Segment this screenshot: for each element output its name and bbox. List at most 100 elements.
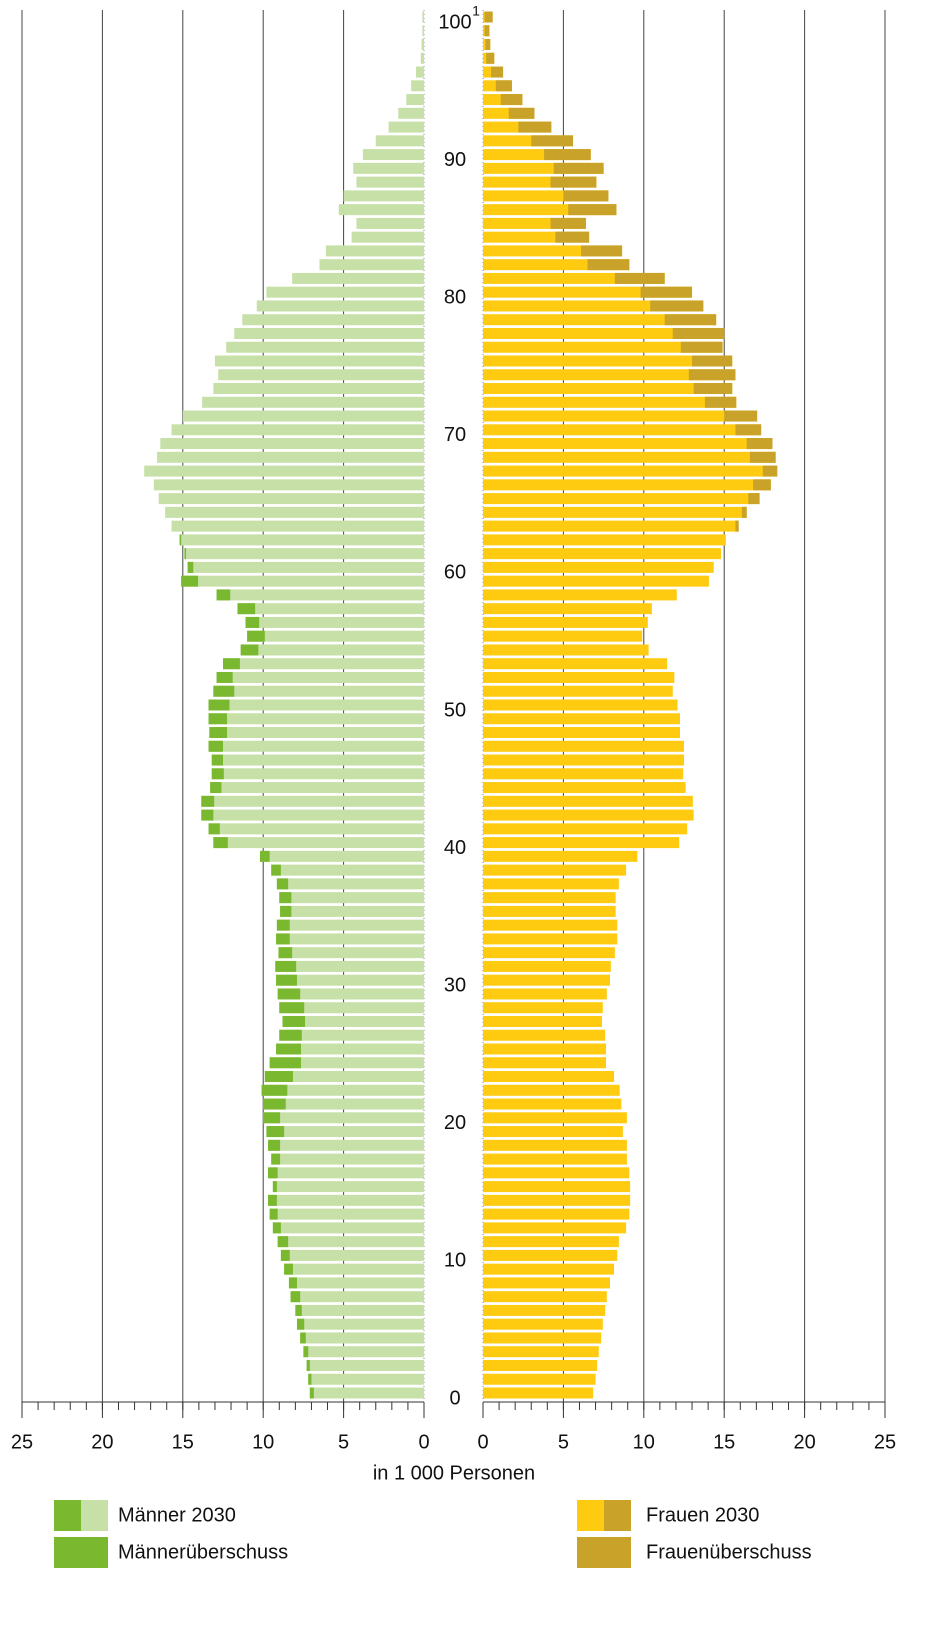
male-bar (280, 1249, 424, 1261)
female-bar (483, 135, 574, 147)
male-surplus (308, 1373, 312, 1385)
female-bar (483, 217, 586, 229)
male-bar (171, 520, 424, 532)
age-label: 60 (444, 562, 466, 584)
female-bar (483, 1249, 618, 1261)
female-surplus (484, 11, 493, 23)
male-bar (351, 231, 424, 243)
male-surplus (279, 1029, 302, 1041)
female-surplus (762, 465, 778, 477)
female-surplus (672, 327, 725, 339)
male-bar (216, 671, 424, 683)
male-bar (279, 892, 424, 904)
male-surplus (306, 1359, 310, 1371)
male-bar (266, 1126, 424, 1138)
female-surplus (741, 506, 747, 518)
male-surplus (269, 1057, 301, 1069)
legend-swatch (577, 1500, 604, 1531)
male-bar (213, 837, 424, 849)
female-bar (483, 300, 704, 312)
female-surplus (746, 438, 773, 450)
female-surplus (724, 410, 758, 422)
female-bar (483, 286, 693, 298)
female-surplus (680, 341, 723, 353)
male-surplus (263, 1112, 281, 1124)
female-bar (483, 438, 773, 450)
male-bar (234, 327, 424, 339)
female-bar (483, 1194, 631, 1206)
x-tick-label: 5 (558, 1431, 569, 1453)
male-bar (208, 713, 424, 725)
female-bar (483, 1263, 615, 1275)
male-bar (406, 94, 424, 106)
male-surplus (211, 768, 224, 780)
male-surplus (278, 947, 293, 959)
male-surplus (237, 603, 256, 615)
female-bar (483, 671, 675, 683)
female-bar (483, 864, 627, 876)
male-surplus (209, 727, 228, 739)
male-bar (201, 795, 424, 807)
age-label: 70 (444, 424, 466, 446)
male-surplus (264, 1071, 293, 1083)
x-tick-label: 10 (252, 1431, 274, 1453)
male-surplus (201, 795, 215, 807)
male-bar (211, 754, 424, 766)
female-bar (483, 1098, 622, 1110)
male-bar (276, 1043, 424, 1055)
legend-swatch (577, 1537, 631, 1568)
male-bar (157, 451, 424, 463)
male-bar (245, 616, 424, 628)
female-bar (483, 699, 678, 711)
female-bar (483, 988, 607, 1000)
female-surplus (704, 396, 737, 408)
male-bar (296, 1318, 424, 1330)
male-surplus (272, 1181, 277, 1193)
female-bar (483, 630, 643, 642)
female-bar (483, 754, 684, 766)
female-bar (483, 1359, 598, 1371)
male-bar (277, 988, 424, 1000)
female-surplus (563, 190, 609, 202)
male-surplus (208, 713, 228, 725)
female-bar (483, 1002, 603, 1014)
male-bar (300, 1332, 424, 1344)
female-surplus (640, 286, 693, 298)
male-bar (276, 878, 424, 890)
male-surplus (300, 1332, 306, 1344)
female-bar (483, 1071, 615, 1083)
female-bar (483, 1029, 606, 1041)
male-surplus (211, 754, 223, 766)
x-tick-label: 25 (874, 1431, 896, 1453)
female-surplus (555, 231, 590, 243)
male-surplus (213, 837, 228, 849)
male-surplus (277, 1236, 289, 1248)
female-bar (483, 410, 758, 422)
female-bar (483, 162, 604, 174)
male-bar (182, 410, 424, 422)
female-surplus (550, 217, 586, 229)
male-bar (214, 355, 424, 367)
male-surplus (303, 1346, 309, 1358)
female-surplus (735, 520, 739, 532)
female-surplus (508, 107, 535, 119)
male-surplus (288, 1277, 297, 1289)
female-bar (483, 1318, 603, 1330)
female-bar (483, 1015, 602, 1027)
male-bar (353, 162, 424, 174)
male-surplus (276, 933, 290, 945)
male-bar (356, 217, 424, 229)
male-surplus (276, 1043, 301, 1055)
male-bar (288, 1277, 424, 1289)
male-bar (263, 1098, 424, 1110)
male-bar (271, 1153, 424, 1165)
female-bar (483, 1043, 607, 1055)
female-bar (483, 176, 597, 188)
female-surplus (650, 300, 704, 312)
legend-label: Männer 2030 (118, 1504, 236, 1526)
legend-label: Frauen 2030 (646, 1504, 759, 1526)
male-bar (187, 561, 424, 573)
female-bar (483, 575, 709, 587)
female-bar (483, 424, 762, 436)
male-surplus (271, 864, 281, 876)
